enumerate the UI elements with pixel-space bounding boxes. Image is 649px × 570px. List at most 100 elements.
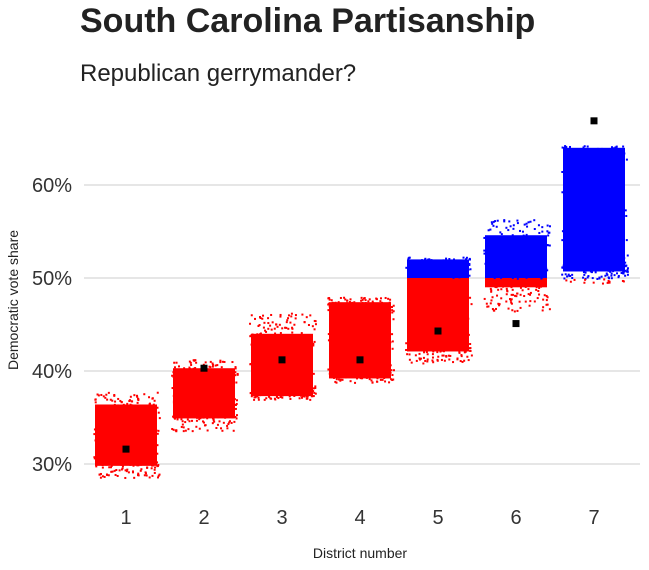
simulation-point — [293, 361, 296, 364]
simulation-point — [95, 413, 98, 416]
simulation-point — [219, 359, 222, 362]
simulation-point — [377, 370, 380, 373]
simulation-point — [296, 349, 299, 352]
simulation-point — [214, 374, 217, 377]
simulation-point — [271, 321, 274, 324]
district-2-cloud — [171, 359, 239, 433]
simulation-point — [614, 146, 617, 149]
simulation-point — [230, 391, 233, 394]
simulation-point — [223, 360, 226, 363]
simulation-point — [516, 219, 519, 222]
simulation-point — [582, 271, 585, 274]
simulation-point — [357, 307, 360, 310]
simulation-point — [139, 469, 142, 472]
simulation-point — [499, 231, 502, 234]
simulation-point — [572, 187, 575, 190]
simulation-point — [561, 266, 564, 269]
simulation-point — [376, 377, 379, 380]
simulation-point — [343, 296, 346, 299]
simulation-point — [288, 395, 291, 398]
simulation-point — [295, 341, 298, 344]
simulation-point — [388, 343, 391, 346]
simulation-point — [114, 409, 117, 412]
simulation-point — [497, 244, 500, 247]
simulation-point — [573, 156, 576, 159]
simulation-point — [501, 237, 504, 240]
simulation-point — [261, 341, 264, 344]
simulation-point — [331, 301, 334, 304]
simulation-point — [344, 298, 347, 301]
simulation-point — [626, 273, 629, 276]
simulation-point — [216, 416, 219, 419]
simulation-point — [151, 474, 154, 477]
simulation-point — [484, 262, 487, 265]
simulation-point — [510, 293, 513, 296]
simulation-point — [344, 376, 347, 379]
simulation-point — [604, 274, 607, 277]
simulation-point — [180, 425, 183, 428]
simulation-point — [270, 313, 273, 316]
simulation-point — [408, 269, 411, 272]
simulation-point — [464, 262, 467, 265]
simulation-point — [199, 398, 202, 401]
simulation-point — [180, 418, 183, 421]
simulation-point — [348, 300, 351, 303]
simulation-point — [486, 305, 489, 308]
simulation-point — [464, 343, 467, 346]
simulation-point — [130, 400, 133, 403]
simulation-point — [256, 395, 259, 398]
simulation-point — [130, 457, 133, 460]
simulation-point — [512, 227, 515, 230]
simulation-point — [277, 387, 280, 390]
simulation-point — [598, 156, 601, 159]
simulation-point — [439, 350, 442, 353]
simulation-point — [267, 352, 270, 355]
simulation-point — [186, 410, 189, 413]
simulation-point — [500, 288, 503, 291]
simulation-point — [300, 334, 303, 337]
simulation-point — [381, 369, 384, 372]
x-tick-label: 1 — [120, 507, 131, 529]
simulation-point — [382, 362, 385, 365]
simulation-point — [513, 282, 516, 285]
simulation-point — [299, 335, 302, 338]
simulation-point — [380, 374, 383, 377]
simulation-point — [280, 394, 283, 397]
simulation-point — [382, 307, 385, 310]
simulation-point — [426, 353, 429, 356]
simulation-point — [485, 284, 488, 287]
simulation-point — [525, 233, 528, 236]
simulation-point — [523, 244, 526, 247]
simulation-point — [608, 280, 611, 283]
simulation-point — [584, 148, 587, 151]
simulation-point — [622, 271, 625, 274]
simulation-point — [376, 353, 379, 356]
simulation-point — [134, 429, 137, 432]
simulation-point — [282, 335, 285, 338]
simulation-point — [592, 281, 595, 284]
simulation-point — [489, 244, 492, 247]
simulation-point — [330, 353, 333, 356]
simulation-point — [348, 369, 351, 372]
simulation-point — [187, 428, 190, 431]
simulation-point — [96, 404, 99, 407]
simulation-point — [288, 339, 291, 342]
simulation-point — [603, 155, 606, 158]
simulation-point — [466, 355, 469, 358]
simulation-point — [383, 363, 386, 366]
simulation-point — [286, 368, 289, 371]
simulation-point — [485, 302, 488, 305]
simulation-point — [113, 403, 116, 406]
simulation-point — [137, 426, 140, 429]
simulation-point — [496, 219, 499, 222]
simulation-point — [346, 299, 349, 302]
simulation-point — [287, 337, 290, 340]
simulation-point — [625, 239, 628, 242]
simulation-point — [518, 249, 521, 252]
simulation-point — [494, 281, 497, 284]
simulation-point — [278, 393, 281, 396]
simulation-point — [257, 398, 260, 401]
simulation-point — [109, 466, 112, 469]
simulation-point — [364, 299, 367, 302]
simulation-point — [307, 362, 310, 365]
